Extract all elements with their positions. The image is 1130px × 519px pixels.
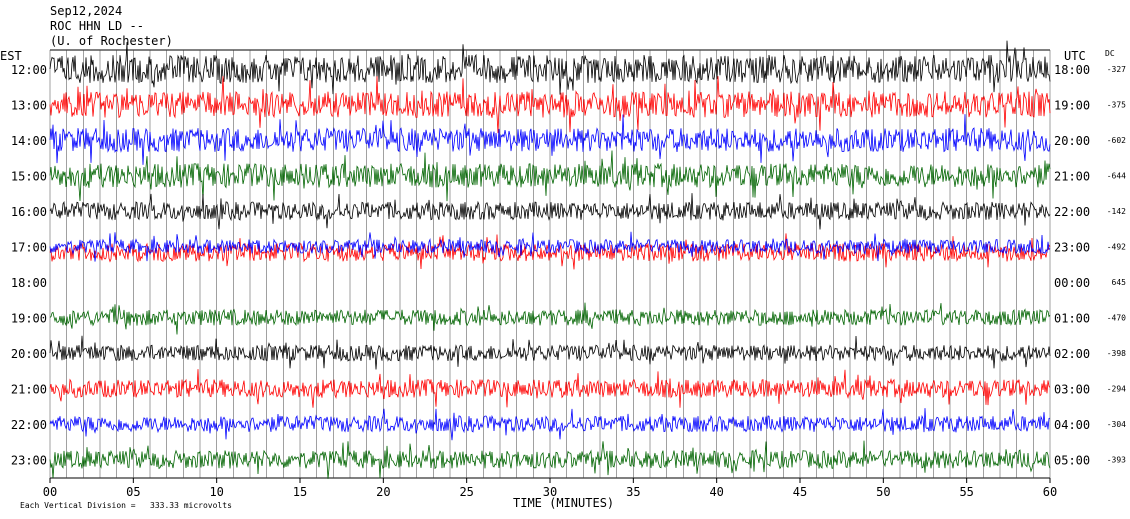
utc-label: 23:00 — [1054, 241, 1090, 255]
dc-label: -644 — [1107, 172, 1126, 181]
trace-1300 — [49, 76, 1051, 134]
dc-label: -304 — [1107, 420, 1126, 429]
utc-label: 02:00 — [1054, 347, 1090, 361]
trace-2300 — [49, 440, 1051, 479]
est-label: 22:00 — [11, 418, 47, 432]
dc-label: -327 — [1107, 65, 1126, 74]
trace-1700 — [49, 231, 1051, 262]
dc-label: -294 — [1107, 385, 1126, 394]
dc-label: -393 — [1107, 456, 1126, 465]
x-tick-label: 05 — [126, 485, 140, 499]
est-label: 18:00 — [11, 276, 47, 290]
trace-2100 — [49, 369, 1051, 408]
x-tick-label: 40 — [709, 485, 723, 499]
footer-scale-note: Each Vertical Division = — [20, 501, 136, 510]
est-label: 17:00 — [11, 241, 47, 255]
x-tick-label: 20 — [376, 485, 390, 499]
est-label: 23:00 — [11, 454, 47, 468]
utc-label: 01:00 — [1054, 312, 1090, 326]
dc-label: -492 — [1107, 243, 1126, 252]
dc-offset-labels: -327 -375 -602 -644 -142 -492 645 -470 -398 -294 -… — [1107, 65, 1126, 465]
dc-label: -142 — [1107, 207, 1126, 216]
utc-label: 04:00 — [1054, 418, 1090, 432]
left-axis-label: EST — [0, 49, 22, 63]
utc-label: 22:00 — [1054, 205, 1090, 219]
trace-red-17 — [49, 233, 1051, 270]
utc-hour-labels: 18:00 19:00 20:00 21:00 22:00 23:00 00:00 01:00… — [1054, 63, 1090, 468]
utc-label: 18:00 — [1054, 63, 1090, 77]
trace-1200 — [49, 40, 1051, 95]
trace-1400 — [49, 114, 1051, 165]
header-date: Sep12,2024 — [50, 4, 122, 18]
est-hour-labels: 12:00 13:00 14:00 15:00 16:00 17:00 18:00 19:00… — [11, 63, 47, 468]
trace-1600 — [49, 193, 1051, 230]
dc-label: -375 — [1107, 101, 1126, 110]
header-location: (U. of Rochester) — [50, 34, 173, 48]
est-label: 13:00 — [11, 99, 47, 113]
utc-label: 00:00 — [1054, 276, 1090, 290]
x-tick-label: 55 — [959, 485, 973, 499]
est-label: 16:00 — [11, 205, 47, 219]
trace-1900 — [49, 302, 1051, 335]
x-tick-label: 35 — [626, 485, 640, 499]
est-label: 12:00 — [11, 63, 47, 77]
trace-2000 — [49, 335, 1051, 370]
utc-label: 21:00 — [1054, 170, 1090, 184]
trace-2200 — [49, 408, 1051, 441]
x-tick-label: 15 — [293, 485, 307, 499]
x-tick-label: 25 — [459, 485, 473, 499]
utc-label: 03:00 — [1054, 383, 1090, 397]
minute-grid — [49, 50, 1051, 478]
x-tick-label: 50 — [876, 485, 890, 499]
right-axis-label: UTC — [1064, 49, 1086, 63]
dc-label: -470 — [1107, 314, 1126, 323]
header-station: ROC HHN LD -- — [50, 19, 144, 33]
est-label: 14:00 — [11, 134, 47, 148]
utc-label: 19:00 — [1054, 99, 1090, 113]
est-label: 19:00 — [11, 312, 47, 326]
utc-label: 20:00 — [1054, 134, 1090, 148]
utc-label: 05:00 — [1054, 454, 1090, 468]
x-axis-title: TIME (MINUTES) — [513, 496, 614, 510]
x-tick-label: 10 — [209, 485, 223, 499]
x-tick-label: 45 — [793, 485, 807, 499]
est-label: 15:00 — [11, 170, 47, 184]
dc-label: 645 — [1112, 278, 1127, 287]
x-tick-labels: 00 05 10 15 20 25 30 35 40 45 50 55 60 — [43, 478, 1057, 499]
x-tick-label: 00 — [43, 485, 57, 499]
x-tick-label: 60 — [1043, 485, 1057, 499]
dc-label: -398 — [1107, 349, 1126, 358]
trace-1500 — [49, 150, 1051, 202]
footer-scale-value: 333.33 microvolts — [150, 501, 232, 510]
est-label: 21:00 — [11, 383, 47, 397]
dc-label: -602 — [1107, 136, 1126, 145]
est-label: 20:00 — [11, 347, 47, 361]
x-tick-label: 30 — [543, 485, 557, 499]
seismic-traces — [49, 40, 1051, 479]
dc-column-label: DC — [1105, 49, 1115, 58]
